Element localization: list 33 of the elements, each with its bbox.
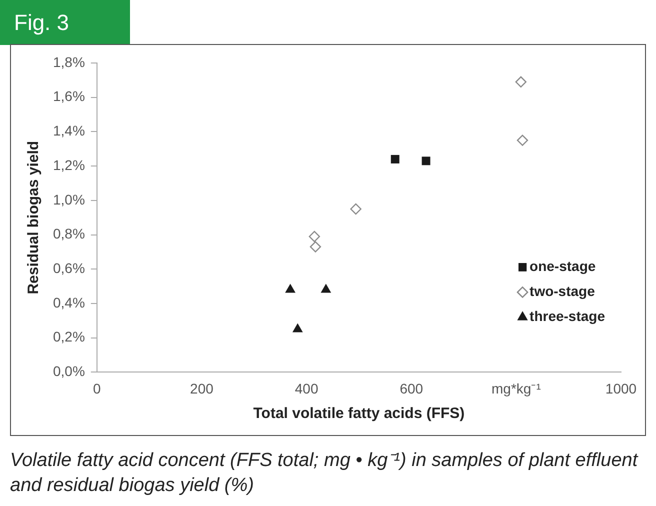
point bbox=[285, 284, 296, 293]
point bbox=[422, 156, 430, 166]
x-tick-label: 1000 bbox=[605, 380, 637, 396]
point bbox=[310, 241, 322, 252]
legend-label: three-stage bbox=[530, 308, 606, 324]
y-tick-label: 1,6% bbox=[52, 88, 85, 104]
y-tick-label: 0,8% bbox=[52, 226, 85, 242]
x-tick-label: 200 bbox=[190, 380, 214, 396]
y-tick-label: 0,2% bbox=[52, 328, 85, 345]
y-tick-label: 1,2% bbox=[52, 156, 85, 173]
point bbox=[516, 134, 528, 146]
y-tick-label: 0,6% bbox=[52, 260, 85, 276]
point bbox=[308, 230, 320, 242]
point bbox=[292, 323, 303, 332]
point bbox=[350, 203, 362, 215]
y-axis-title: Residual biogas yield bbox=[25, 140, 42, 294]
y-tick-label: 0,0% bbox=[52, 363, 85, 380]
chart-title: Fig. 3 bbox=[0, 0, 130, 45]
x-tick-label: 600 bbox=[400, 380, 424, 396]
legend-label: one-stage bbox=[530, 258, 596, 274]
text: Volatile fatty acid concent (FFS total; mg • kg⁻¹) in samples of plant effluent and residual biogas yield (%) bbox=[10, 449, 640, 498]
legend-label: two-stage bbox=[530, 283, 596, 300]
y-tick-label: 1,4% bbox=[52, 122, 85, 139]
x-tick-label: 400 bbox=[294, 380, 318, 396]
point bbox=[390, 154, 400, 164]
point bbox=[515, 76, 526, 88]
x-axis-title: Total volatile fatty acids (FFS) bbox=[253, 405, 465, 422]
point bbox=[320, 284, 332, 293]
y-tick-label: 1,0% bbox=[52, 191, 85, 208]
y-tick-label: 1,8% bbox=[52, 54, 85, 70]
y-tick-label: 0,4% bbox=[52, 294, 85, 310]
x-tick-label: mg*kg⁻¹ bbox=[492, 380, 542, 396]
x-tick-label: 0 bbox=[93, 380, 102, 396]
